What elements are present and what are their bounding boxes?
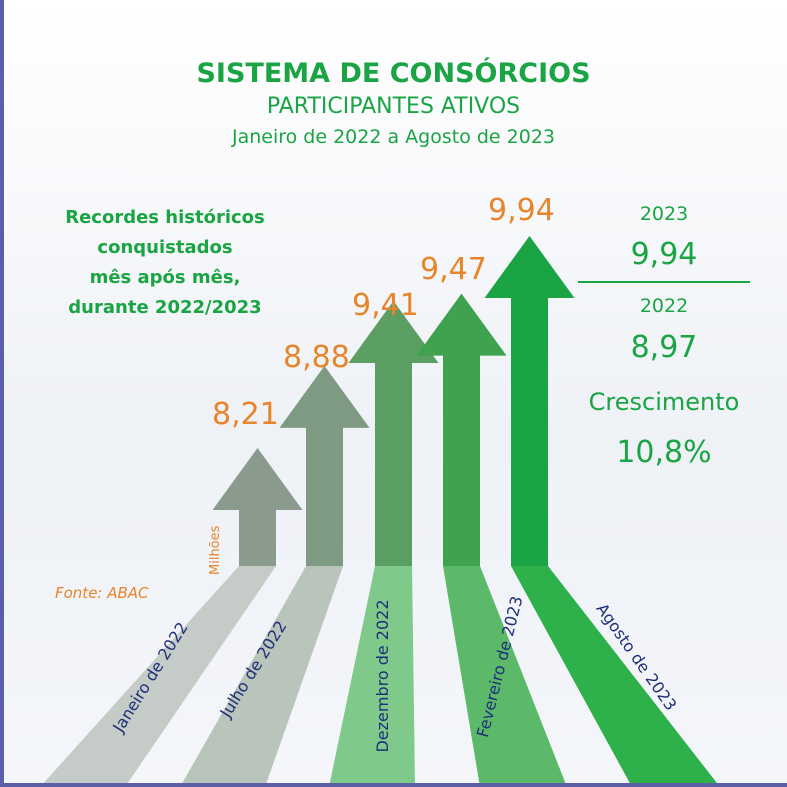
arrow-bar xyxy=(484,236,575,566)
arrow-bar xyxy=(212,448,303,566)
value-label: 8,88 xyxy=(283,340,350,375)
growth-value: 10,8% xyxy=(616,435,712,470)
period: Janeiro de 2022 a Agosto de 2023 xyxy=(231,126,556,148)
arrow-strip xyxy=(40,566,276,787)
arrow-bar xyxy=(416,293,507,566)
arrow-bar xyxy=(279,365,370,566)
records-line: Recordes históricos xyxy=(65,207,265,228)
unit-label: Milhões xyxy=(208,525,223,575)
arrow-strip xyxy=(443,566,567,787)
category-label: Dezembro de 2022 xyxy=(373,599,392,752)
records-line: mês após mês, xyxy=(89,267,241,288)
value-label: 9,94 xyxy=(488,193,555,228)
value-label: 9,41 xyxy=(352,288,419,323)
page-subtitle: PARTICIPANTES ATIVOS xyxy=(266,94,521,119)
arrow-strip xyxy=(511,566,720,787)
source: Fonte: ABAC xyxy=(55,584,149,602)
summary-value-b: 8,97 xyxy=(630,330,698,365)
summary-value-a: 9,94 xyxy=(630,237,698,272)
arrow-bar xyxy=(348,300,439,566)
records-line: conquistados xyxy=(97,237,233,258)
arrow-strip xyxy=(329,566,415,787)
summary-year-b: 2022 xyxy=(639,295,689,317)
value-label: 9,47 xyxy=(420,252,487,287)
arrow-strip xyxy=(180,566,343,787)
growth-label: Crescimento xyxy=(588,388,740,416)
page-title: SISTEMA DE CONSÓRCIOS xyxy=(196,58,591,89)
summary-year-a: 2023 xyxy=(639,203,689,225)
divider xyxy=(578,281,750,283)
value-label: 8,21 xyxy=(212,397,279,432)
records-line: durante 2022/2023 xyxy=(68,297,262,318)
records-note: Recordes históricos conquistados mês apó… xyxy=(40,203,290,323)
